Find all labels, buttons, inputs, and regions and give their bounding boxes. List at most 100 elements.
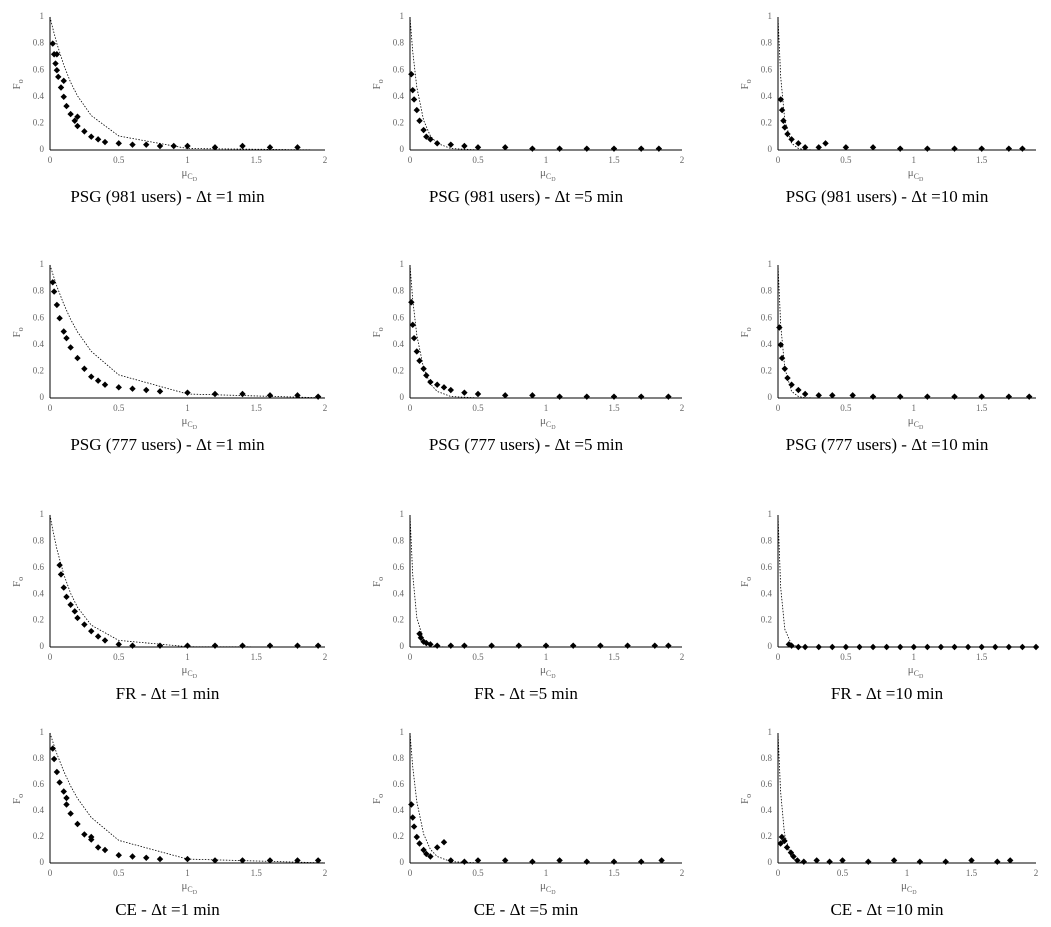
data-point (829, 392, 836, 399)
x-axis-label: μCD (540, 880, 556, 896)
x-tick-label: 1.5 (251, 155, 263, 165)
y-tick-label: 0 (768, 641, 773, 651)
data-point (788, 381, 795, 388)
y-tick-label: 1 (400, 509, 405, 519)
x-tick-label: 0.5 (840, 403, 852, 413)
x-label-sub: C (914, 172, 919, 181)
x-label-subsub: D (551, 177, 556, 183)
data-point (1005, 145, 1013, 152)
data-point (822, 140, 829, 147)
data-point (239, 142, 246, 150)
data-point (74, 354, 81, 362)
x-label-subsub: D (912, 890, 917, 896)
x-label-subsub: D (193, 425, 198, 431)
data-point (294, 857, 301, 864)
data-point (417, 634, 425, 641)
data-point (978, 393, 985, 400)
y-tick-label: 0.2 (761, 117, 772, 127)
data-point (542, 642, 550, 649)
data-point (951, 145, 958, 152)
y-axis-label: Fo (11, 79, 25, 89)
chart-caption: PSG (981 users) - Δt =1 min (70, 187, 265, 206)
data-point (101, 138, 109, 146)
x-axis-label: μCD (182, 664, 198, 680)
data-point (129, 141, 136, 148)
data-point (67, 344, 74, 351)
x-axis-label: μCD (540, 664, 556, 680)
chart-caption: CE - Δt =10 min (830, 900, 944, 919)
data-point (53, 67, 61, 74)
x-tick-label: 0.5 (840, 652, 852, 662)
x-label-main: μ (182, 880, 188, 892)
data-point (447, 857, 454, 864)
data-point (211, 857, 219, 864)
data-point (801, 643, 809, 651)
y-label-sub: o (376, 327, 385, 331)
data-point (184, 389, 191, 396)
y-tick-label: 0.6 (33, 64, 45, 74)
data-point (294, 392, 301, 399)
y-label-main: F (739, 581, 751, 587)
panel: 0 0.2 0.4 0.6 0.8 1 0 0.5 1 1.5 2 Fo μCD CE - Δt =5 m… (371, 727, 684, 919)
data-point (115, 384, 122, 391)
y-label-sub: o (16, 794, 25, 798)
data-point (597, 642, 604, 649)
fit-curve (49, 732, 326, 864)
y-tick-label: 0 (40, 641, 45, 651)
y-tick-label: 0 (768, 144, 773, 154)
x-tick-label: 0 (408, 652, 413, 662)
data-point (266, 392, 274, 399)
x-axis-label: μCD (182, 415, 198, 431)
data-point (651, 642, 658, 649)
x-axis-label: μCD (540, 415, 556, 431)
data-point (994, 858, 1001, 865)
data-point (794, 857, 801, 864)
data-point (49, 279, 56, 286)
y-tick-label: 0.4 (761, 588, 773, 598)
data-point (67, 110, 74, 118)
data-point (610, 858, 618, 865)
data-point (211, 390, 219, 398)
data-point (815, 643, 822, 651)
data-point (60, 328, 67, 335)
y-tick-label: 0.6 (33, 562, 45, 572)
data-point (74, 122, 81, 130)
data-point (583, 145, 590, 152)
data-point (777, 840, 784, 847)
chart-caption: PSG (777 users) - Δt =1 min (70, 435, 265, 454)
data-point (1019, 643, 1026, 651)
data-point (665, 393, 672, 400)
data-point (869, 144, 877, 151)
data-point (434, 381, 441, 388)
data-point (434, 844, 441, 851)
data-point (409, 86, 416, 94)
panel: 0 0.2 0.4 0.6 0.8 1 0 0.5 1 1.5 2 Fo μCD FR - Δt =1 m… (11, 509, 327, 703)
y-tick-label: 1 (400, 259, 405, 269)
y-tick-label: 0 (400, 857, 405, 867)
data-point (777, 341, 784, 348)
data-point (515, 642, 522, 649)
data-point (409, 321, 416, 329)
x-label-subsub: D (193, 177, 198, 183)
data-point (951, 393, 958, 400)
data-point (776, 324, 783, 331)
data-point (978, 145, 985, 152)
data-point (842, 144, 850, 151)
data-point (968, 857, 975, 864)
data-point (416, 117, 423, 124)
data-point (408, 801, 415, 808)
y-tick-label: 0.8 (393, 535, 405, 545)
data-point (52, 60, 59, 67)
data-point (781, 124, 788, 131)
y-tick-label: 0.4 (761, 805, 773, 815)
data-point (849, 392, 856, 399)
y-label-sub: o (744, 794, 753, 798)
x-tick-label: 0 (48, 155, 53, 165)
data-point (67, 601, 74, 608)
y-tick-label: 0.2 (33, 365, 44, 375)
y-axis-label: Fo (11, 327, 25, 337)
data-point (63, 801, 70, 808)
fit-curve (777, 16, 1036, 151)
x-tick-label: 1.5 (976, 652, 988, 662)
x-tick-label: 1 (544, 155, 549, 165)
